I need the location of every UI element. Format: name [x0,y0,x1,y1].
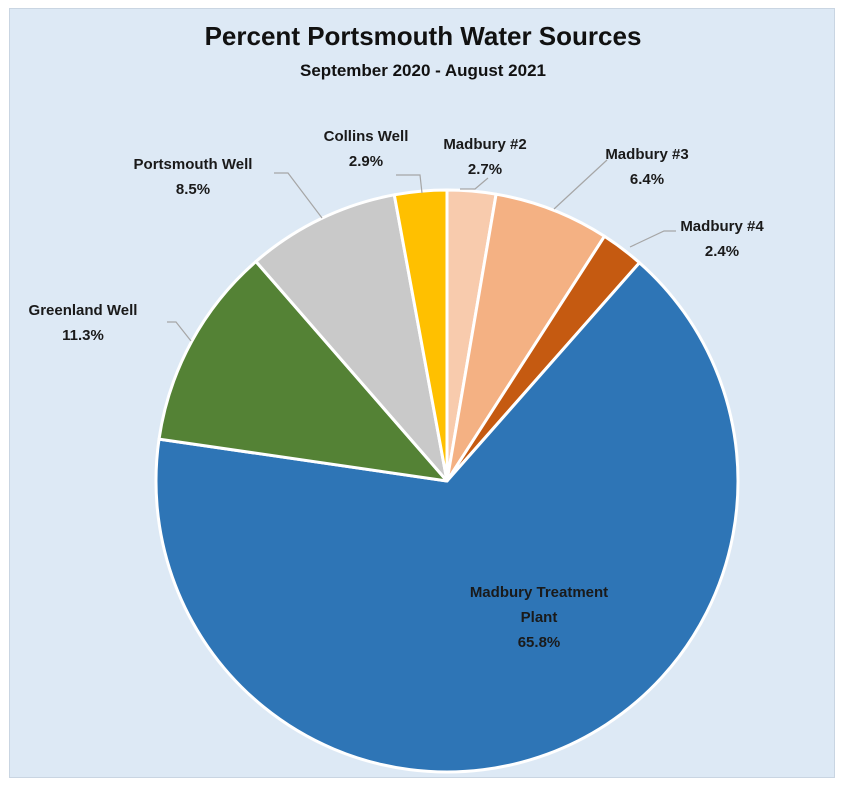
pie-chart: Madbury #2 2.7% Madbury #3 6.4% Madbury #4 2.… [29,128,765,774]
data-label-name: Portsmouth Well [134,156,253,173]
data-label-name: Greenland Well [29,302,138,319]
data-label-name: Madbury #3 [605,146,688,163]
data-label-value: 65.8% [518,634,561,651]
leader-line [167,321,192,342]
leader-lines [167,159,676,342]
data-label-name: Madbury Treatment [470,584,608,601]
leader-line [629,230,676,248]
leader-line [460,177,489,190]
leader-line [274,172,323,219]
pie-slice-greenland-well [157,260,449,483]
pie-slices [154,188,740,774]
data-label-value: 2.4% [705,243,739,260]
pie-slice-collins-well [392,188,449,483]
data-label-value: 11.3% [62,327,104,344]
data-label-name: Collins Well [324,128,409,145]
chart-area: Percent Portsmouth Water Sources Septemb… [9,8,835,778]
pie-slice-madbury-3 [445,192,606,483]
data-label-value: 2.9% [349,153,383,170]
data-label-name: Madbury #4 [680,218,764,235]
chart-subtitle: September 2020 - August 2021 [300,61,546,80]
data-label-value: 2.7% [468,161,502,178]
data-label-value: 8.5% [176,181,210,198]
pie-slice-madbury-treatment-plant [154,261,740,774]
data-label-name: Plant [521,609,558,626]
data-label-value: 6.4% [630,171,664,188]
data-label-name: Madbury #2 [443,136,526,153]
leader-line [553,159,608,210]
slice-labels: Madbury #2 2.7% Madbury #3 6.4% Madbury #4 2.… [29,128,765,651]
chart-title: Percent Portsmouth Water Sources [204,21,642,51]
leader-line [396,174,423,194]
pie-slice-portsmouth-well [254,193,449,483]
